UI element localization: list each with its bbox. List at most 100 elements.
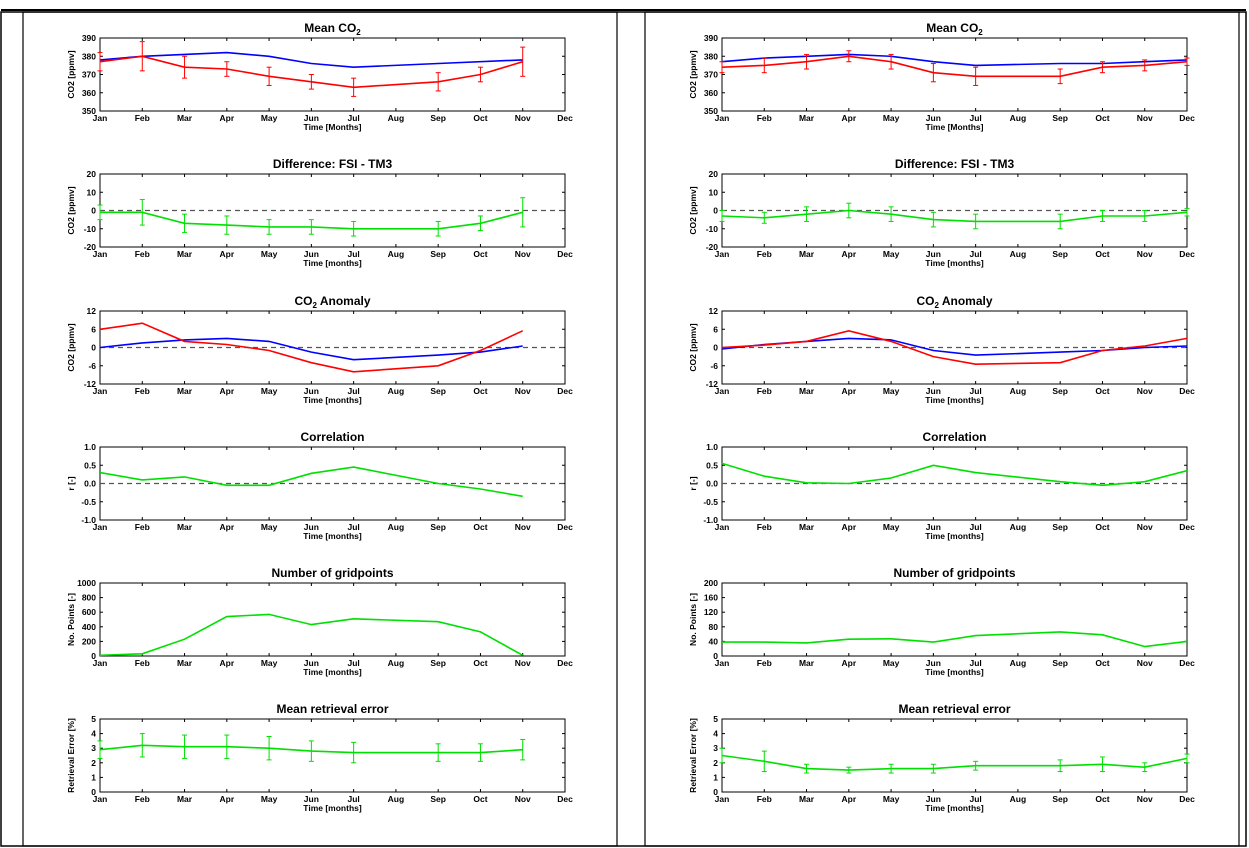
y-tick-label: 0 bbox=[713, 651, 718, 661]
x-tick-label: Jan bbox=[715, 386, 730, 396]
x-tick-label: Aug bbox=[388, 794, 405, 804]
plot-area bbox=[721, 173, 1188, 248]
x-tick-label: May bbox=[883, 249, 900, 259]
x-tick-label: Dec bbox=[557, 794, 573, 804]
series-line-1 bbox=[99, 613, 524, 657]
chart-title-rest: Anomaly bbox=[317, 294, 371, 308]
x-tick-label: Sep bbox=[1052, 386, 1068, 396]
y-tick-label: 4 bbox=[713, 729, 718, 739]
error-bar bbox=[888, 53, 894, 70]
y-tick-label: 120 bbox=[704, 607, 718, 617]
chart-left-4: Correlation Jan Feb Mar Apr May Jun Jul Aug Sep Oc… bbox=[66, 430, 573, 541]
x-tick-label: Jan bbox=[715, 249, 730, 259]
page-border bbox=[0, 11, 1247, 847]
y-axis-label: CO2 [ppmv] bbox=[66, 186, 76, 234]
y-tick-label: 12 bbox=[87, 306, 97, 316]
x-tick-label: Nov bbox=[1137, 249, 1153, 259]
x-tick-label: Feb bbox=[757, 249, 772, 259]
error-bar bbox=[139, 41, 145, 72]
x-tick-label: Nov bbox=[515, 386, 531, 396]
x-tick-label: Dec bbox=[1179, 386, 1195, 396]
y-tick-label: 160 bbox=[704, 593, 718, 603]
y-tick-label: -0.5 bbox=[81, 497, 96, 507]
y-tick-label: 380 bbox=[704, 51, 718, 61]
x-tick-label: Jan bbox=[93, 386, 108, 396]
chart-title-text: Number of gridpoints bbox=[272, 566, 394, 580]
error-bar bbox=[846, 50, 852, 63]
y-axis-label: No. Points [-] bbox=[688, 593, 698, 646]
error-bar bbox=[1099, 210, 1105, 222]
x-tick-label: Nov bbox=[515, 522, 531, 532]
series-line-1 bbox=[100, 211, 523, 230]
series-line-2 bbox=[99, 55, 523, 89]
x-tick-label: Jul bbox=[347, 658, 359, 668]
error-bar bbox=[1184, 57, 1190, 66]
y-tick-label: 80 bbox=[709, 622, 719, 632]
x-tick-label: Jul bbox=[347, 386, 359, 396]
x-tick-label: Dec bbox=[557, 522, 573, 532]
y-axis-label: No. Points [-] bbox=[66, 593, 76, 646]
x-tick-label: Nov bbox=[1137, 658, 1153, 668]
x-tick-label: Oct bbox=[1095, 249, 1109, 259]
series-line-2 bbox=[721, 329, 1188, 366]
x-tick-label: Feb bbox=[135, 522, 150, 532]
x-tick-label: Sep bbox=[430, 522, 446, 532]
y-axis-label: CO2 [ppmv] bbox=[66, 50, 76, 98]
chart-title: Mean CO2 bbox=[926, 21, 983, 37]
x-tick-label: Dec bbox=[557, 113, 573, 123]
y-tick-label: 390 bbox=[82, 33, 96, 43]
error-bar bbox=[930, 63, 936, 83]
error-bar bbox=[139, 199, 145, 226]
y-tick-label: -1.0 bbox=[703, 515, 718, 525]
chart-title-subscript: 2 bbox=[356, 28, 361, 37]
error-bar bbox=[804, 763, 810, 774]
x-tick-label: Nov bbox=[1137, 113, 1153, 123]
error-bar bbox=[182, 213, 188, 233]
error-bar bbox=[351, 77, 357, 97]
x-tick-label: May bbox=[261, 794, 278, 804]
error-bar bbox=[97, 52, 103, 72]
y-tick-label: 360 bbox=[82, 88, 96, 98]
x-tick-label: Nov bbox=[1137, 386, 1153, 396]
x-tick-label: Aug bbox=[388, 658, 405, 668]
x-tick-label: Apr bbox=[841, 794, 856, 804]
chart-title-text: CO bbox=[916, 294, 934, 308]
chart-title-text: Mean retrieval error bbox=[276, 702, 388, 716]
x-tick-label: Jun bbox=[304, 113, 319, 123]
y-tick-label: 1 bbox=[91, 772, 96, 782]
x-tick-label: Oct bbox=[473, 249, 487, 259]
plot-area bbox=[99, 582, 566, 657]
x-tick-label: Mar bbox=[799, 113, 815, 123]
y-tick-label: 350 bbox=[704, 106, 718, 116]
x-tick-label: Jan bbox=[93, 794, 108, 804]
x-tick-label: Aug bbox=[1010, 249, 1027, 259]
error-bar bbox=[1057, 759, 1063, 773]
chart-title: Difference: FSI - TM3 bbox=[895, 157, 1015, 171]
error-bar bbox=[846, 202, 852, 219]
x-tick-label: Feb bbox=[135, 386, 150, 396]
chart-right-6: Mean retrieval error Jan Feb Mar Apr May Jun Ju… bbox=[688, 702, 1195, 813]
x-tick-label: Jul bbox=[347, 794, 359, 804]
x-tick-label: Dec bbox=[1179, 113, 1195, 123]
x-tick-label: Oct bbox=[1095, 386, 1109, 396]
error-bar bbox=[804, 206, 810, 222]
y-tick-label: 2 bbox=[713, 758, 718, 768]
x-tick-label: Aug bbox=[1010, 113, 1027, 123]
x-tick-label: Jan bbox=[715, 522, 730, 532]
error-bar bbox=[1184, 753, 1190, 764]
y-axis-label: CO2 [ppmv] bbox=[688, 50, 698, 98]
chart-title: Mean retrieval error bbox=[276, 702, 388, 716]
y-tick-label: 0 bbox=[91, 651, 96, 661]
error-bar bbox=[973, 760, 979, 771]
y-tick-label: 360 bbox=[704, 88, 718, 98]
error-bar bbox=[520, 46, 526, 77]
error-bar bbox=[97, 740, 103, 759]
x-tick-label: Aug bbox=[388, 522, 405, 532]
y-tick-label: 12 bbox=[709, 306, 719, 316]
error-bar bbox=[351, 741, 357, 764]
x-tick-label: Sep bbox=[430, 386, 446, 396]
y-tick-label: 6 bbox=[91, 324, 96, 334]
error-bar bbox=[761, 211, 767, 224]
error-bar bbox=[477, 215, 483, 232]
error-bar bbox=[930, 763, 936, 774]
